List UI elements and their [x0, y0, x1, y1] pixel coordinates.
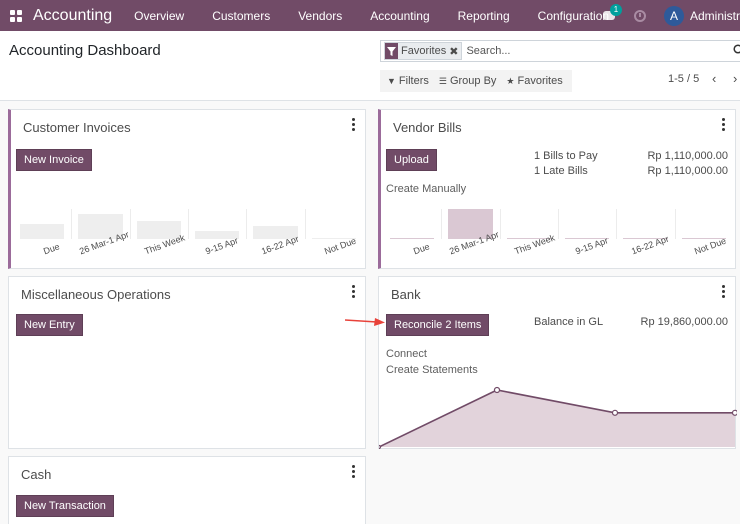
graph-bar[interactable] — [20, 224, 65, 239]
card-title[interactable]: Vendor Bills — [393, 120, 462, 135]
bills-to-pay-label[interactable]: 1 Bills to Pay — [534, 150, 598, 162]
graph-gridline — [616, 209, 618, 239]
menu-reporting[interactable]: Reporting — [457, 8, 510, 23]
new-invoice-button[interactable]: New Invoice — [16, 149, 92, 171]
app-brand[interactable]: Accounting — [33, 6, 113, 24]
graph-bar[interactable] — [311, 238, 356, 239]
graph-bar[interactable] — [623, 238, 668, 239]
graph-gridline — [304, 209, 306, 239]
menu-vendors[interactable]: Vendors — [298, 8, 343, 23]
main-menu: Overview Customers Vendors Accounting Re… — [134, 9, 637, 23]
chat-count-badge: 1 — [610, 3, 622, 16]
graph-gridline — [441, 209, 443, 239]
card-options-icon[interactable] — [352, 465, 355, 478]
graph-bar[interactable] — [681, 238, 726, 239]
menu-overview[interactable]: Overview — [134, 8, 185, 23]
graph-gridline — [246, 209, 248, 239]
new-entry-button[interactable]: New Entry — [16, 314, 83, 336]
graph-bar[interactable] — [390, 238, 435, 239]
balance-label: Balance in GL — [534, 316, 604, 328]
facet-label: Favorites — [401, 45, 447, 57]
star-icon: ★ — [506, 75, 515, 86]
graph-gridline — [129, 209, 131, 239]
card-title[interactable]: Cash — [21, 467, 52, 482]
graph-bar[interactable] — [448, 209, 493, 239]
menu-accounting[interactable]: Accounting — [370, 8, 430, 23]
card-title[interactable]: Miscellaneous Operations — [21, 287, 171, 302]
user-avatar[interactable]: A — [664, 5, 684, 26]
card-bank: Bank Reconcile 2 Items Balance in GL Rp … — [378, 276, 737, 449]
search-facet: Favorites ✖ — [384, 42, 463, 60]
filter-funnel-icon — [385, 43, 398, 59]
activity-clock-icon[interactable] — [634, 9, 646, 22]
card-options-icon[interactable] — [722, 285, 725, 298]
invoice-graph[interactable]: Due 26 Mar-1 Apr This Week 9-15 Apr 16-22 Ap… — [16, 203, 366, 268]
new-transaction-button[interactable]: New Transaction — [16, 495, 114, 517]
search-bar: Favorites ✖ — [380, 40, 740, 62]
graph-gridline — [674, 209, 676, 239]
late-bills-label[interactable]: 1 Late Bills — [534, 165, 588, 177]
group-by-button[interactable]: ☰ Group By — [438, 75, 497, 87]
annotation-arrow-icon — [345, 318, 385, 326]
connect-link[interactable]: Connect — [386, 348, 427, 360]
favorites-button[interactable]: ★ Favorites — [506, 75, 563, 87]
bank-graph-point[interactable] — [379, 444, 382, 449]
bank-graph-point[interactable] — [493, 386, 501, 394]
navbar-systray: 1 A Administrator — [602, 0, 740, 31]
chevron-right-icon[interactable]: › — [733, 71, 738, 86]
balance-value: Rp 19,860,000.00 — [640, 316, 728, 328]
app-grid-icon[interactable] — [0, 0, 31, 31]
list-icon: ☰ — [438, 75, 447, 86]
card-options-icon[interactable] — [722, 118, 725, 131]
card-cash: Cash New Transaction — [8, 456, 366, 524]
menu-customers[interactable]: Customers — [212, 8, 271, 23]
create-manually-link[interactable]: Create Manually — [386, 183, 467, 195]
funnel-icon: ▼ — [387, 76, 396, 86]
upload-button[interactable]: Upload — [386, 149, 437, 171]
menu-configuration[interactable]: Configuration — [537, 8, 610, 23]
create-statements-link[interactable]: Create Statements — [386, 364, 478, 376]
graph-bar[interactable] — [136, 221, 181, 239]
bank-graph-point[interactable] — [611, 409, 619, 416]
bank-graph-line — [379, 389, 735, 448]
filters-button[interactable]: ▼ Filters — [387, 75, 429, 87]
reconcile-items-button[interactable]: Reconcile 2 Items — [386, 314, 490, 336]
page-title: Accounting Dashboard — [9, 42, 161, 59]
graph-gridline — [188, 209, 189, 239]
card-options-icon[interactable] — [352, 285, 355, 298]
pager-value[interactable]: 1-5 / 5 — [668, 73, 700, 85]
chat-icon[interactable]: 1 — [602, 3, 622, 25]
filter-toolbar: ▼ Filters ☰ Group By ★ Favorites — [380, 70, 572, 92]
graph-gridline — [499, 209, 501, 239]
graph-tick-label: Due — [41, 241, 61, 257]
bills-graph[interactable]: Due 26 Mar-1 Apr This Week 9-15 Apr 16-22 Ap… — [386, 203, 736, 268]
card-vendor-bills: Vendor Bills Upload Create Manually 1 Bi… — [378, 109, 736, 269]
graph-bar[interactable] — [253, 226, 298, 239]
graph-gridline — [558, 209, 559, 239]
bills-to-pay-value: Rp 1,110,000.00 — [647, 150, 728, 162]
search-input[interactable] — [466, 45, 727, 57]
graph-bar[interactable] — [78, 213, 123, 239]
card-misc-operations: Miscellaneous Operations New Entry — [8, 276, 366, 449]
card-options-icon[interactable] — [352, 118, 355, 131]
card-title[interactable]: Bank — [391, 287, 421, 302]
search-icon[interactable] — [733, 44, 740, 59]
facet-remove-icon[interactable]: ✖ — [449, 45, 459, 58]
user-name[interactable]: Administrator — [690, 8, 740, 23]
chevron-left-icon[interactable]: ‹ — [712, 71, 717, 86]
top-navbar: Accounting Overview Customers Vendors Ac… — [0, 0, 740, 31]
graph-bar[interactable] — [195, 230, 240, 239]
graph-tick-label: This Week — [513, 232, 557, 257]
control-panel: Accounting Dashboard Favorites ✖ ▼Filter… — [0, 31, 740, 101]
graph-bar[interactable] — [565, 238, 610, 239]
bank-graph-area — [379, 390, 735, 447]
graph-gridline — [71, 209, 73, 239]
late-bills-value: Rp 1,110,000.00 — [647, 165, 728, 177]
bank-balance-graph[interactable] — [379, 382, 737, 449]
bank-graph-point[interactable] — [731, 409, 738, 416]
graph-tick-label: Due — [411, 241, 431, 257]
card-customer-invoices: Customer Invoices New Invoice Due 26 Mar-… — [8, 109, 366, 269]
card-title[interactable]: Customer Invoices — [23, 120, 131, 135]
graph-bar[interactable] — [506, 238, 551, 239]
